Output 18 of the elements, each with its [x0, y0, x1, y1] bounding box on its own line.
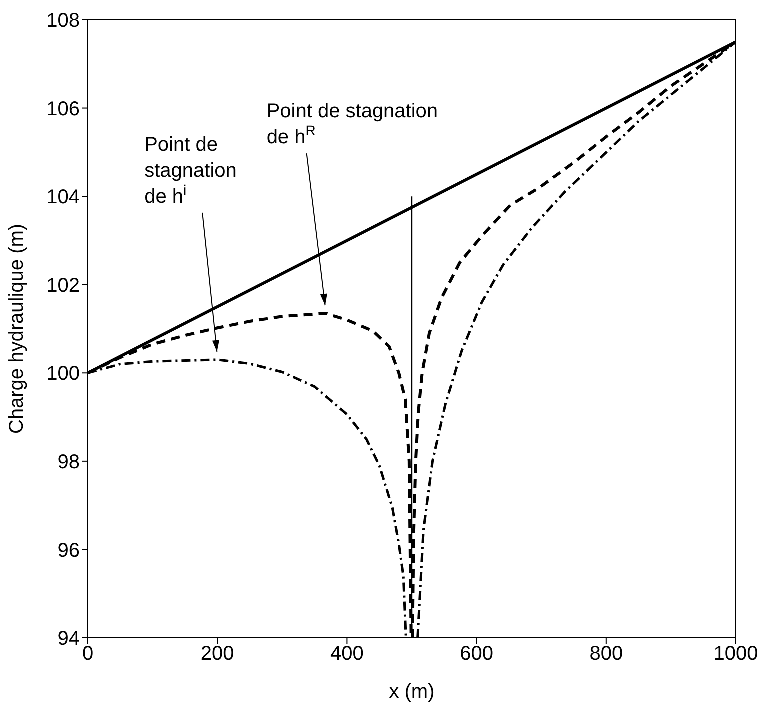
y-axis-title: Charge hydraulique (m): [6, 224, 28, 434]
annotation: Point de stagnation de h$^{R}$: [266, 100, 438, 149]
x-axis-title: x (m): [389, 681, 435, 703]
annotation: Point de stagnation de h$^{i}$: [144, 134, 237, 208]
x-tick-label: 200: [200, 643, 234, 666]
y-tick-label: 96: [58, 540, 80, 562]
x-tick-label: 0: [82, 643, 94, 666]
y-tick-label: 106: [46, 98, 80, 120]
y-tick-label: 94: [58, 628, 80, 650]
y-tick-label: 100: [46, 363, 80, 386]
y-tick-label: 102: [46, 274, 80, 297]
x-tick-label: 400: [330, 643, 364, 666]
x-tick-label: 1000: [714, 643, 758, 666]
x-tick-label: 800: [590, 643, 624, 666]
y-tick-label: 104: [46, 186, 80, 209]
x-tick-label: 600: [460, 643, 494, 666]
y-tick-label: 98: [58, 452, 80, 474]
y-tick-label: 108: [46, 10, 80, 32]
